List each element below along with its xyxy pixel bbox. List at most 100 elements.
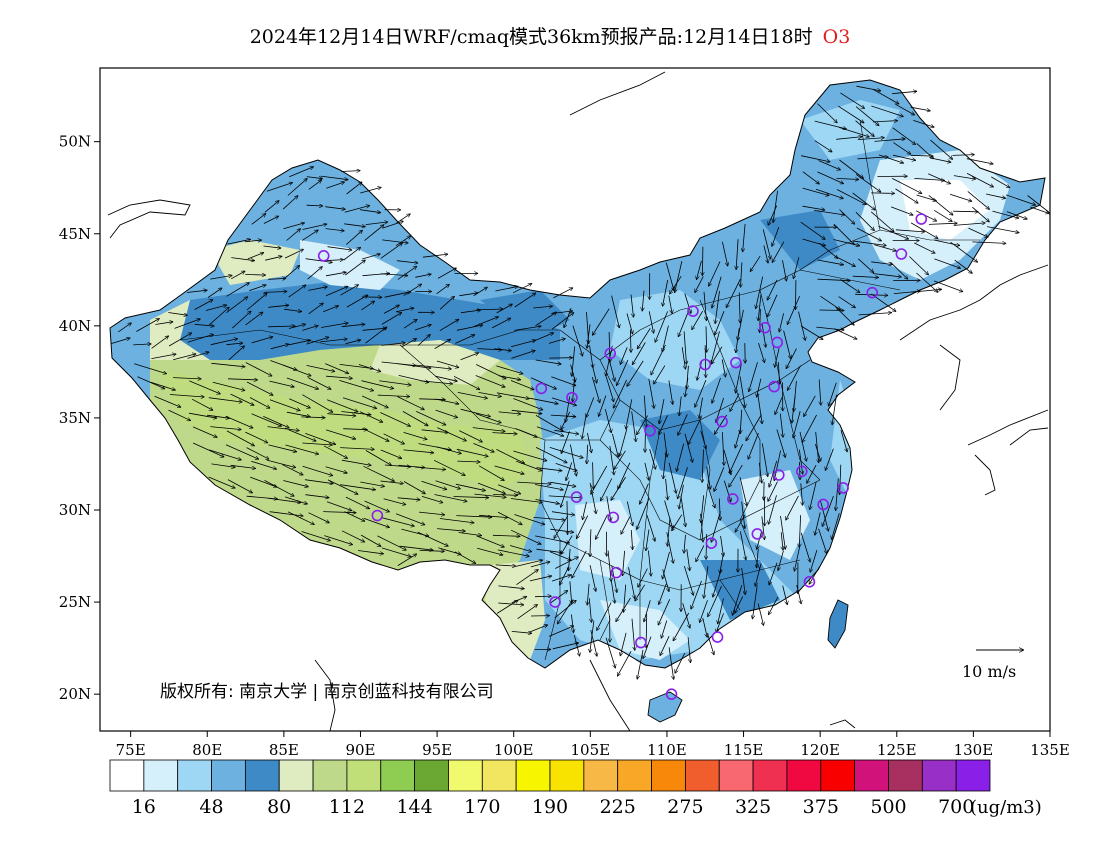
wind-arrow — [1029, 206, 1049, 214]
wind-arrow — [758, 462, 762, 484]
wind-arrow — [307, 266, 323, 280]
wind-arrow — [708, 586, 722, 617]
wind-arrow — [792, 395, 796, 424]
wind-arrow — [631, 529, 632, 550]
wind-arrow — [1006, 211, 1028, 220]
wind-arrow — [916, 272, 939, 293]
wind-arrow — [605, 637, 615, 669]
wind-arrow — [631, 618, 635, 651]
wind-arrow — [741, 567, 746, 595]
wind-arrow — [810, 549, 818, 572]
wind-arrow — [825, 448, 834, 471]
wind-arrow — [225, 444, 259, 460]
wind-arrow — [668, 647, 674, 679]
wind-arrow — [892, 127, 916, 145]
wind-arrow — [492, 535, 520, 536]
wind-arrow — [477, 349, 502, 350]
taiwan-island — [827, 599, 849, 649]
wind-arrow — [706, 326, 707, 352]
wind-arrow — [307, 377, 331, 390]
wind-arrow — [326, 182, 345, 189]
lat-tick-label: 25N — [59, 593, 91, 611]
wind-arrow — [668, 462, 676, 494]
wind-arrow — [684, 293, 691, 314]
wind-arrow — [662, 551, 670, 579]
wind-arrow — [551, 376, 576, 386]
wind-arrow — [800, 325, 823, 340]
wind-arrow — [743, 223, 746, 252]
wind-arrow — [364, 500, 390, 512]
wind-arrow — [535, 359, 562, 364]
wind-arrow — [510, 340, 536, 348]
wind-arrow — [496, 303, 513, 314]
wind-arrow — [230, 464, 256, 468]
wind-arrow — [535, 535, 570, 543]
wind-arrow — [168, 312, 187, 316]
wind-arrow — [554, 600, 577, 619]
wind-arrow — [840, 279, 861, 293]
wind-arrow — [422, 254, 448, 258]
wind-arrow — [343, 247, 361, 261]
wind-arrow — [928, 173, 951, 184]
title-text: 2024年12月14日WRF/cmaq模式36km预报产品:12月14日18时 — [249, 26, 813, 48]
wind-arrow — [194, 324, 215, 326]
wind-arrow — [666, 532, 674, 563]
wind-arrow — [397, 554, 417, 566]
wind-arrow — [510, 380, 534, 390]
wind-arrow — [716, 397, 724, 423]
wind-arrow — [301, 531, 331, 541]
wind-arrow — [870, 211, 894, 232]
wind-arrow — [439, 518, 474, 523]
wind-arrow — [587, 324, 591, 348]
wind-arrow — [436, 446, 462, 454]
wind-arrow — [878, 225, 909, 239]
wind-arrow — [664, 500, 673, 529]
wind-arrow — [456, 516, 492, 518]
wind-arrow — [492, 433, 517, 434]
city-station-marker — [635, 636, 647, 649]
lat-tick-label: 30N — [59, 501, 91, 519]
wind-arrow — [287, 178, 308, 196]
lat-tick-label: 50N — [59, 133, 91, 151]
wind-arrow — [571, 614, 573, 633]
wind-arrow — [836, 178, 859, 179]
lat-tick-label: 20N — [59, 685, 91, 703]
lon-tick-label: 85E — [269, 741, 299, 759]
city-station-marker — [837, 482, 849, 494]
wind-arrow — [895, 188, 919, 203]
wind-arrow — [762, 229, 771, 259]
wind-arrow — [833, 223, 855, 245]
city-station-marker — [795, 465, 808, 478]
wind-arrow — [457, 392, 488, 398]
wind-arrow — [380, 449, 402, 459]
wind-arrow — [384, 464, 411, 467]
wind-arrow — [435, 375, 457, 381]
wind-arrow — [494, 465, 525, 474]
wind-arrow — [667, 517, 671, 547]
wind-arrow — [111, 338, 131, 344]
wind-arrow — [206, 414, 230, 418]
wind-arrow — [571, 550, 587, 578]
colorbar-label: 275 — [667, 796, 703, 818]
wind-arrow — [555, 463, 578, 471]
wind-arrow — [325, 466, 348, 473]
wind-arrow — [661, 620, 668, 639]
colorbar-swatch — [955, 759, 991, 792]
wind-arrow — [653, 365, 666, 385]
wind-arrow — [362, 254, 380, 260]
wind-arrow — [871, 105, 903, 117]
wind-arrow — [706, 533, 707, 560]
city-station-marker — [607, 511, 620, 524]
wind-arrow — [646, 529, 650, 551]
colorbar-swatch — [651, 759, 686, 792]
wind-arrow — [766, 279, 778, 300]
wind-arrow — [620, 347, 628, 364]
wind-arrow — [551, 575, 571, 582]
wind-arrow — [554, 429, 579, 434]
colorbar-swatch — [752, 759, 788, 792]
wind-arrow — [133, 344, 151, 345]
wind-arrow — [377, 535, 406, 551]
wind-arrow — [757, 393, 763, 424]
wind-arrow — [437, 528, 466, 532]
wind-arrow — [782, 585, 788, 605]
